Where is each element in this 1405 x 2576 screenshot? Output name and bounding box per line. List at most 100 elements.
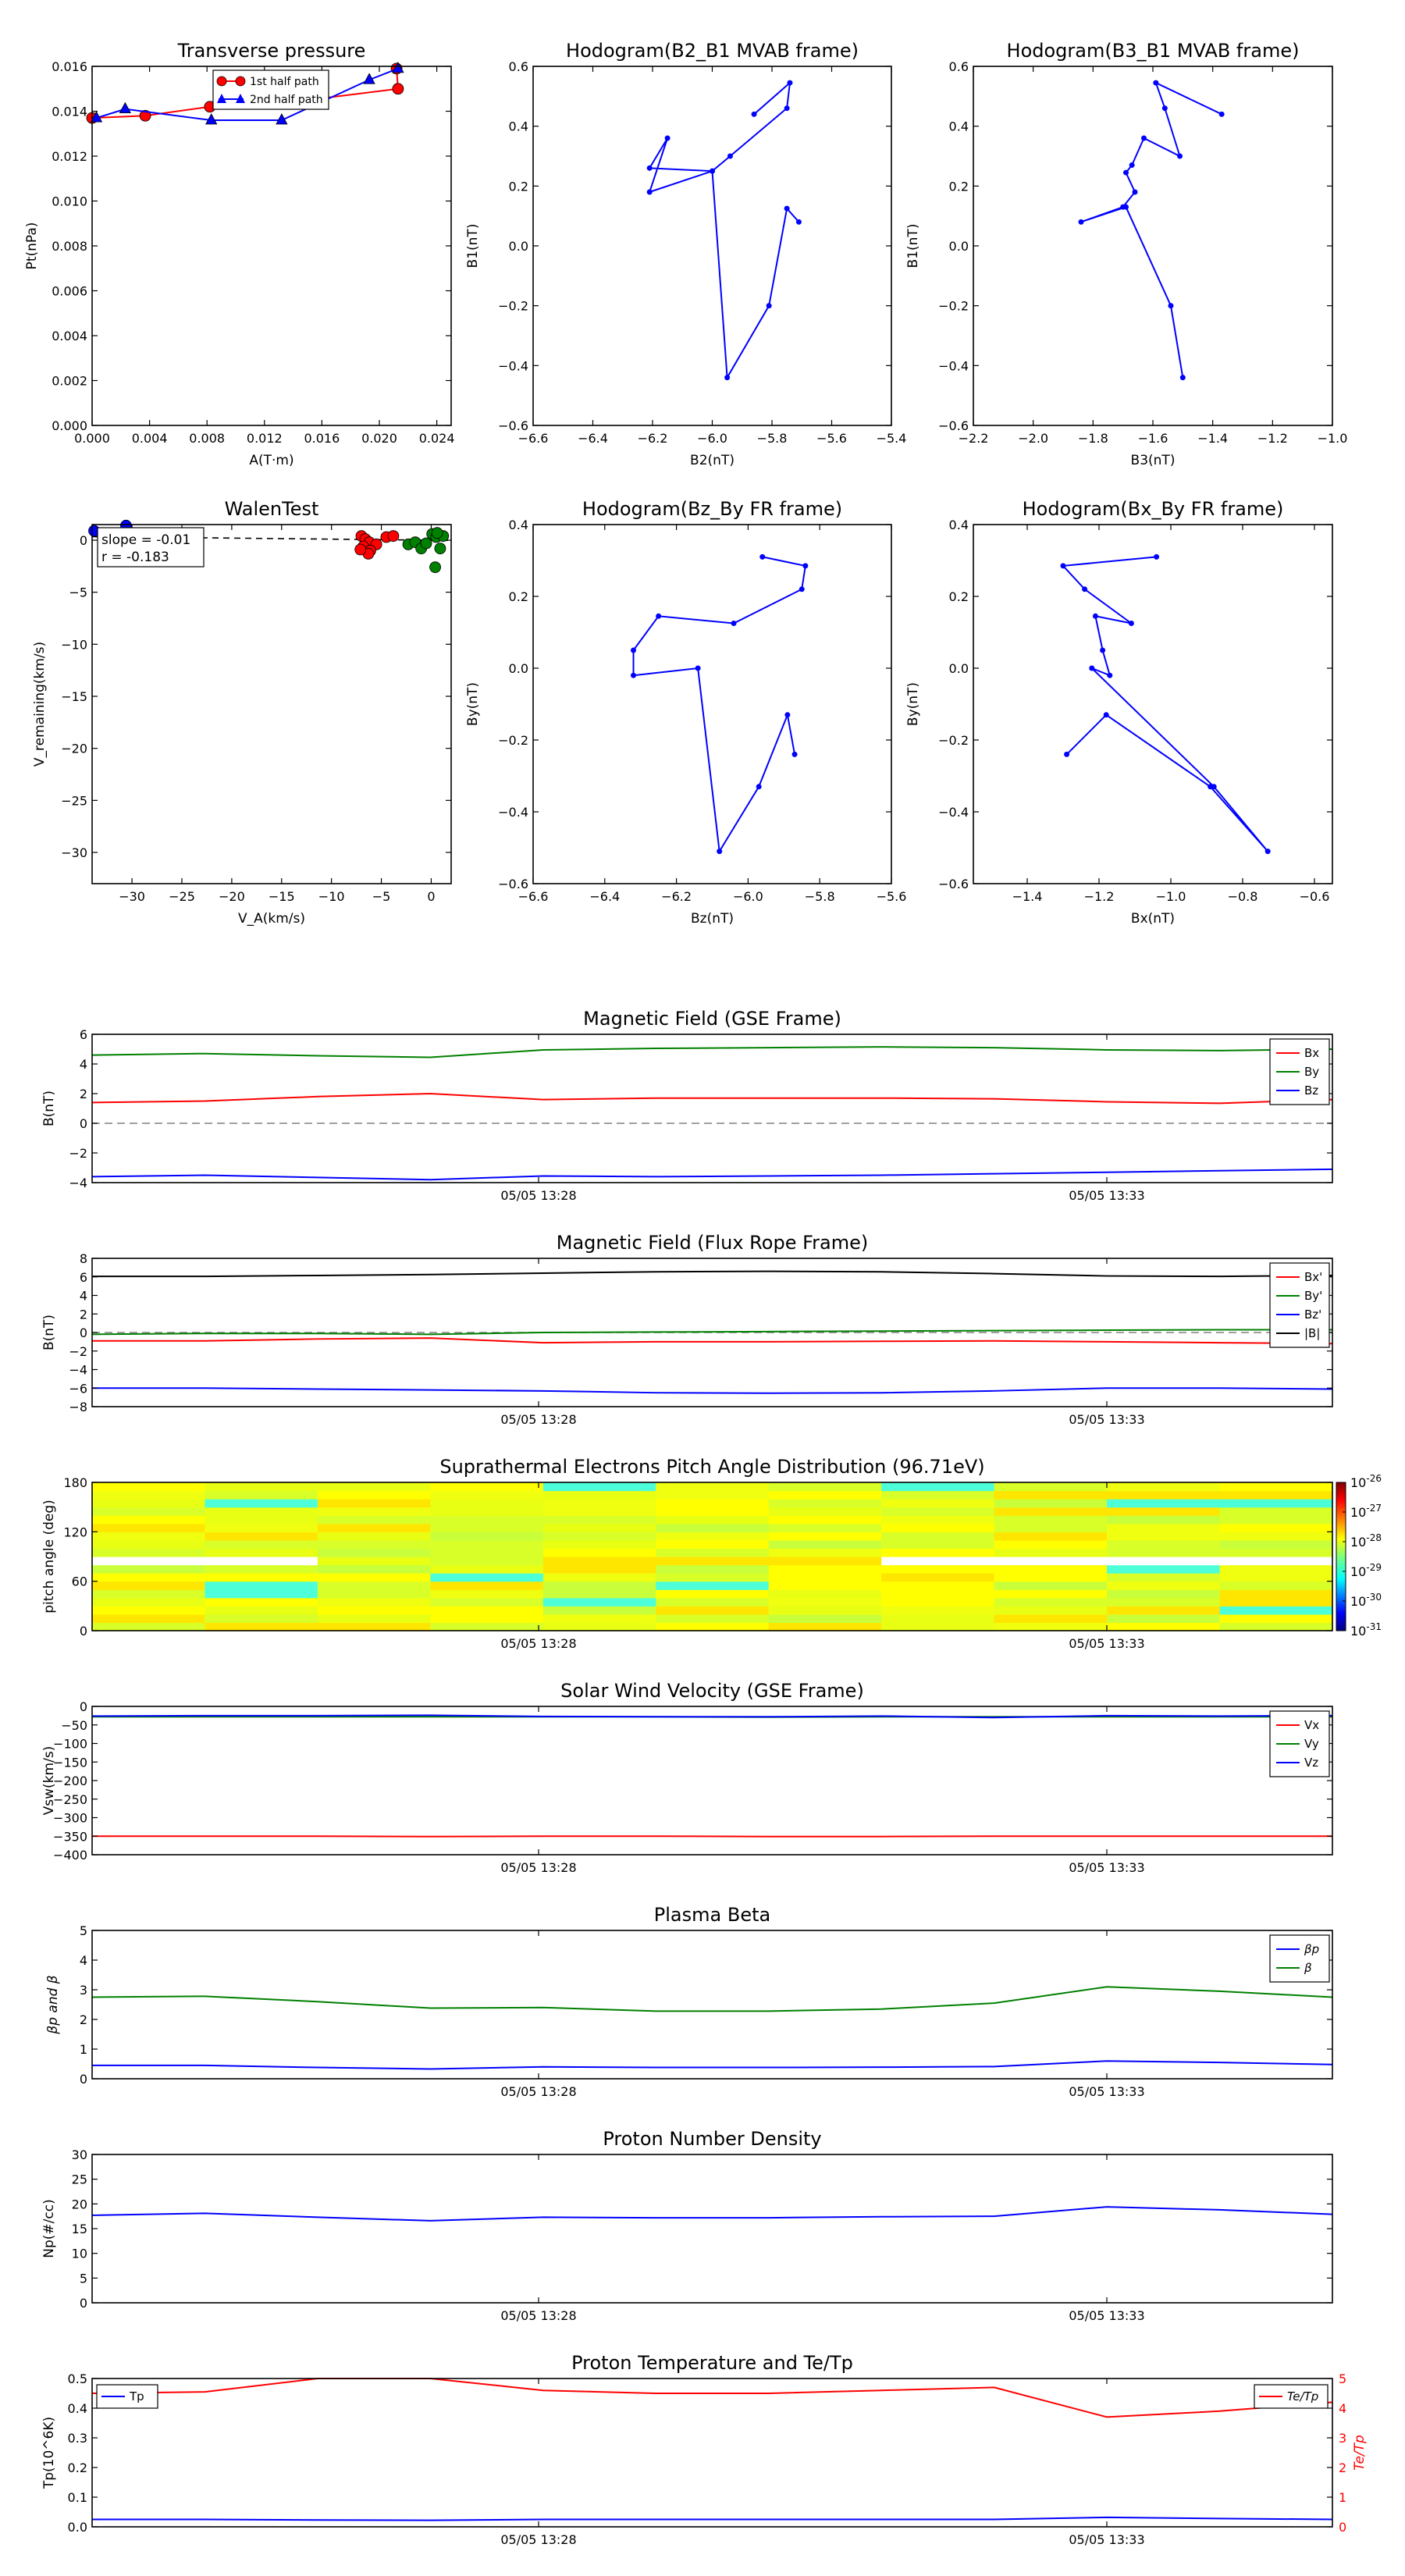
colorbar-base: 10 [1350,1594,1366,1609]
y-tick-label: −0.4 [498,358,528,373]
panel-hodogram-b2-b1: Hodogram(B2_B1 MVAB frame) −6.6 −6.4 −6.2 −6… [465,40,906,468]
heatmap-cell [994,1589,1108,1599]
legend: Vx Vy Vz [1269,1710,1330,1777]
y-tick-label: 2 [80,1307,87,1322]
heatmap-cell [542,1597,656,1606]
heatmap-cell [205,1482,318,1492]
panel-hodogram-bx-by: Hodogram(Bx_By FR frame) −1.4 −1.2 −1.0 −0.8… [905,498,1333,927]
heatmap-cell [205,1581,318,1590]
data-point [710,168,715,174]
heatmap-cell [994,1523,1108,1532]
y-tick-label: −6 [69,1381,87,1396]
y-axis-label: Tp(10^6K) [41,2417,57,2489]
x-tick-label: −25 [169,889,195,904]
y-tick-label: −8 [69,1400,87,1414]
y-tick-label: 4 [80,1057,87,1072]
heatmap-cell [430,1622,544,1631]
heatmap-cell [430,1614,544,1624]
y-tick-label: 0.3 [68,2431,87,2446]
data-point [420,537,432,550]
colorbar-exponent: -30 [1366,1592,1382,1603]
x-tick-label: −1.8 [1078,431,1108,446]
y-tick-label: 0.010 [52,194,87,209]
data-point [429,561,441,574]
heatmap-cell [994,1564,1108,1574]
data-point [656,613,662,619]
y-axis-label: βp and β [45,1975,61,2034]
data-point [724,375,731,381]
x-tick-label: 0.016 [304,431,340,446]
heatmap-cell [1107,1548,1221,1557]
colorbar-exponent: -31 [1366,1621,1382,1632]
legend: 1st half path 2nd half path [212,69,329,110]
panel-mag-gse: Magnetic Field (GSE Frame) −4 −2 0 2 4 6 05/05 … [41,1008,1333,1203]
heatmap-cell [994,1499,1108,1508]
data-point [791,751,798,757]
x-tick-label: 0.004 [132,431,168,446]
heatmap-cell [881,1523,995,1532]
heatmap-cell [881,1622,995,1631]
heatmap-cell [317,1507,431,1516]
legend-label: Tp [129,2389,144,2403]
heatmap-cell [1107,1589,1221,1599]
y-tick-label: 5 [80,1923,87,1938]
time-tick-label: 05/05 13:28 [500,2308,576,2323]
y-tick-label-right: 1 [1339,2490,1346,2505]
y-tick-label: 0.2 [509,179,528,194]
data-point [759,553,766,560]
y-tick-label: 0 [80,1325,87,1340]
legend-marker [236,94,245,103]
data-point [1218,111,1225,117]
heatmap-cell [317,1539,431,1550]
heatmap-cell [1107,1614,1221,1624]
heatmap-cell [994,1539,1108,1550]
heatmap-cell [1107,1482,1221,1492]
data-point [392,83,404,95]
heatmap-cell [1107,1507,1221,1516]
heatmap-cell [92,1614,206,1624]
heatmap-cell [542,1614,656,1624]
heatmap-cell [542,1523,656,1532]
heatmap-cell [994,1548,1108,1557]
y-tick-label: 60 [72,1574,87,1589]
y-tick-label: 0.000 [52,418,87,433]
y-tick-label: 0.2 [509,589,528,604]
data-point [1082,586,1088,592]
data-point [717,849,723,855]
heatmap-cell [994,1507,1108,1516]
heatmap-cell [317,1482,431,1492]
x-tick-label: −1.6 [1138,431,1168,446]
heatmap-cell [430,1564,544,1574]
heatmap-cell [994,1573,1108,1582]
axes-frame [91,66,452,426]
x-tick-label: 0 [427,889,435,904]
x-tick-label: −2.0 [1018,431,1048,446]
chart-title: Hodogram(B3_B1 MVAB frame) [1007,40,1300,62]
heatmap-cell [542,1507,656,1516]
legend-label: βp [1304,1942,1319,1956]
legend-label: 1st half path [250,76,319,88]
heatmap-cell [881,1557,995,1566]
heatmap-cell [205,1614,318,1624]
x-tick-label: −2.2 [959,431,989,446]
y-axis-label: By(nT) [465,682,481,726]
chart-title: Hodogram(Bx_By FR frame) [1023,498,1284,520]
heatmap-cell [768,1515,882,1525]
x-axis-label: Bx(nT) [1131,911,1175,927]
time-tick-label: 05/05 13:28 [500,2084,576,2099]
heatmap-cell [542,1548,656,1557]
data-point [434,543,446,555]
data-point [1208,784,1214,790]
series-line-Bx [92,1337,1333,1345]
y-tick-label: 0 [80,2296,87,2311]
y-tick-label: 25 [72,2172,87,2187]
y-axis-label: Vsw(km/s) [41,1746,57,1816]
y-tick-label: −5 [69,585,87,600]
heatmap-cell [656,1507,770,1516]
heatmap-cell [1107,1581,1221,1590]
heatmap-cell [92,1490,206,1500]
heatmap-cell [768,1539,882,1550]
axes-frame [532,524,892,884]
heatmap-cell [205,1622,318,1631]
y-tick-label: −200 [53,1774,87,1788]
